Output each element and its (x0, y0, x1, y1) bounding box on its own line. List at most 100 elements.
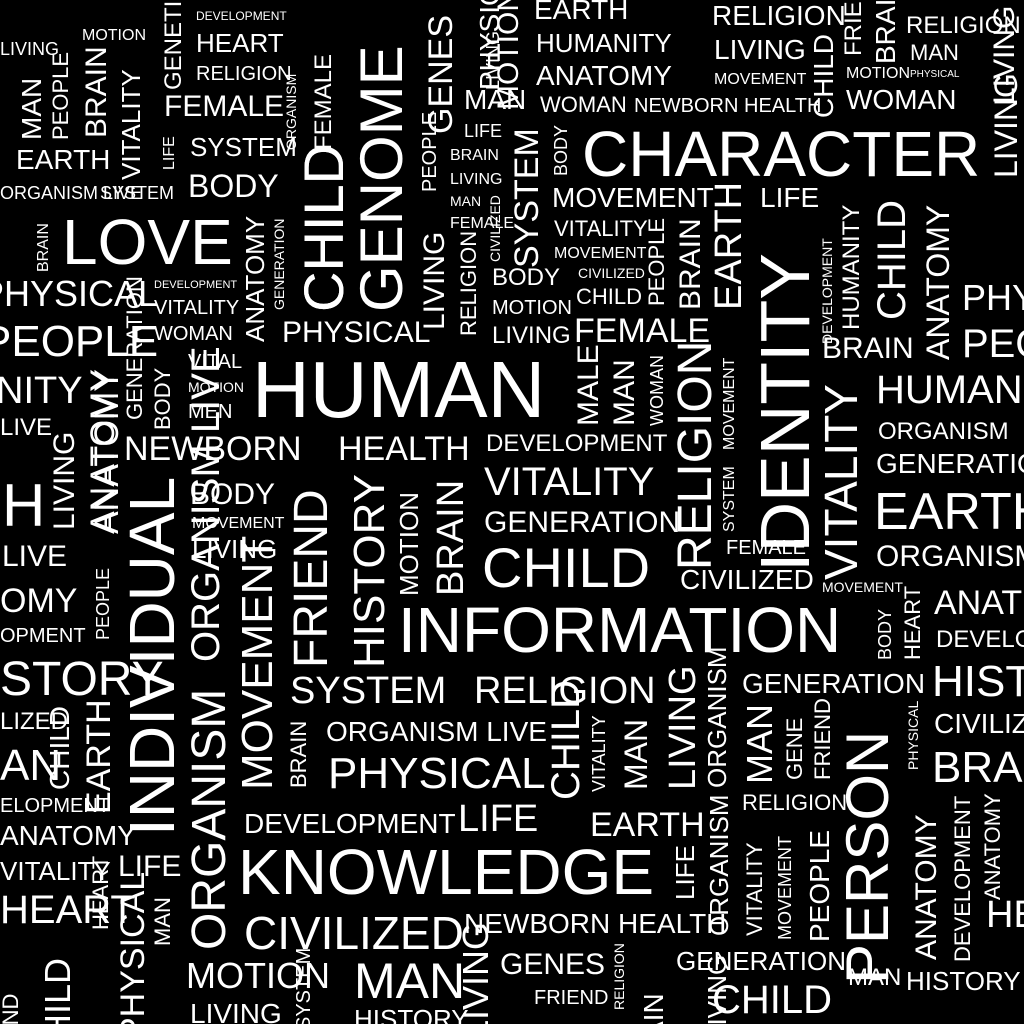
word-living-2: LIVING (192, 534, 278, 564)
word-man-bottom: MAN (354, 953, 466, 1009)
word-physical-left: PHYSICAL (0, 273, 159, 314)
word-generation-3: GENERATION (742, 668, 926, 699)
word-anatomy-top: ANATOMY (536, 60, 672, 91)
word-woman-left: WOMAN (154, 323, 233, 345)
word-motion-mid: MOTION (492, 297, 572, 319)
word-child-vertical-top: CHILD (808, 33, 839, 118)
word-living-vertical-left: LIVING (48, 431, 81, 530)
word-person: PERSON (834, 730, 901, 984)
word-man-vertical-mid: MAN (618, 718, 654, 790)
word-brain-vertical-low2: BRAIN (286, 720, 311, 788)
word-religion-topright: RELIGION (906, 12, 1021, 39)
word-system-vertical-mid: SYSTEM (508, 128, 546, 268)
word-omy-left: OMY (0, 582, 78, 620)
word-motion-bottom: MOTION (186, 955, 330, 996)
word-hist-right: HIST (932, 657, 1024, 706)
word-health: HEALTH (338, 430, 470, 468)
word-man-top: MAN (910, 40, 959, 65)
word-organism-live-left: ORGANISM LIVE (0, 183, 143, 203)
word-anat-right: ANAT (934, 584, 1023, 622)
word-child-bottom: CHILD (712, 978, 833, 1022)
word-civiliz-right: CIVILIZ (934, 708, 1024, 739)
word-life-vertical-top-left: LIFE (161, 136, 178, 170)
word-vitality: VITALITY (484, 460, 655, 504)
word-religion-top3: RELIGION (196, 63, 292, 85)
word-people-vertical-mid: PEOPLE (419, 111, 441, 192)
word-body-vertical-left: BODY (150, 367, 175, 430)
word-earth: EARTH (590, 806, 705, 844)
word-brain-top: BRAIN (450, 147, 499, 164)
word-brain-vertical-top-left: BRAIN (80, 46, 113, 138)
word-phy-right: PHY (962, 277, 1024, 318)
word-genes-vertical-right: GENE (782, 717, 807, 780)
word-physical-vertical-right: PHYSICAL (905, 700, 921, 770)
word-development-vertical-right: DEVELOPMENT (950, 795, 975, 962)
word-movement-top: MOVEMENT (552, 182, 714, 213)
word-living-top: LIVING (714, 34, 806, 65)
word-story-left: STORY (0, 653, 164, 706)
word-male-vertical: MALE (572, 344, 605, 426)
word-vitality-vertical-right2: VITALITY (742, 842, 767, 936)
word-heart-vertical-lowleft: HEART (88, 855, 113, 930)
word-system-vertical: SYSTEM (721, 466, 738, 532)
word-living-vertical-top: LIVING (483, 30, 503, 90)
word-people-vertical: PEOPLE (644, 217, 669, 306)
word-man-vertical-lowleft: MAN (150, 897, 175, 946)
word-movement-3: MOVEMENT (192, 515, 285, 532)
word-system: SYSTEM (290, 670, 447, 712)
word-man-top3: MAN (450, 193, 482, 209)
word-living-top2: LIVING (450, 171, 503, 188)
word-child-vertical-right: CHILD (870, 199, 914, 320)
word-brain-vertical: BRAIN (430, 479, 472, 596)
word-female-2: FEMALE (726, 537, 807, 559)
word-motion-left: MOTION (188, 379, 244, 395)
word-earth-vertical-left: EARTH (80, 699, 118, 814)
word-newborn-health: NEWBORN HEALTH (464, 908, 727, 939)
word-civilized-small: CIVILIZED (578, 265, 645, 281)
word-develop-right: DEVELOP (936, 626, 1024, 653)
word-man-top2: MAN (464, 84, 527, 115)
word-movement-vertical-right: MOVEMENT (775, 835, 795, 940)
word-organism-vertical-right: ORGANISM (704, 794, 734, 936)
word-genes-vertical-top-left: GENETIC (160, 0, 187, 90)
word-child-vertical-mid: CHILD (292, 143, 355, 312)
word-heart-top: HEART (196, 28, 284, 58)
word-religion: RELIGION (474, 670, 656, 712)
word-system-vertical-low: SYSTEM (293, 947, 315, 1024)
word-life-top2: LIFE (464, 121, 503, 141)
word-body-mid: BODY (492, 264, 561, 291)
word-life-left: LIFE (118, 850, 182, 883)
word-human-right: HUMAN (876, 368, 1023, 412)
word-body-vertical-mid: BODY (551, 124, 571, 176)
word-civilized-vertical-mid: CIVILIZED (487, 195, 503, 262)
word-living-bottom: LIVING (190, 998, 282, 1024)
word-heart-vertical-right: HEART (900, 585, 925, 660)
word-elopment-left: ELOPMENT (0, 795, 111, 817)
word-religion-2: RELIGION (742, 790, 848, 815)
word-earth-top: EARTH (534, 0, 629, 25)
word-vitality-left2: VITALITY (0, 856, 111, 886)
word-anatomy-vertical-mid: ANATOMY (240, 215, 270, 342)
word-movement: MOVEMENT (233, 535, 282, 790)
word-character: CHARACTER (582, 118, 981, 190)
word-vitality-vertical-top-left: VITALITY (116, 69, 146, 180)
word-woman-top: WOMAN (846, 84, 957, 115)
word-humanity-vertical: HUMANITY (838, 204, 865, 330)
word-earth-left: EARTH (16, 144, 111, 175)
word-men-left: MEN (188, 401, 233, 423)
word-genes: GENES (500, 948, 606, 981)
word-organism: ORGANISM (183, 688, 236, 950)
word-an-left: AN (0, 741, 62, 790)
word-anatomy-vertical-br: ANATOMY (980, 793, 1005, 900)
word-physical-vertical-lowleft: PHYSICAL (114, 871, 152, 1024)
word-female-top: FEMALE (450, 215, 515, 232)
word-earth-right: EARTH (874, 483, 1024, 541)
word-live-left: LIVE (0, 414, 53, 441)
word-newborn: NEWBORN (124, 430, 302, 468)
word-body: BODY (190, 478, 276, 511)
word-development-vertical: DEVELOPMENT (819, 238, 835, 344)
word-love: LOVE (62, 206, 233, 278)
word-organism-vertical-top: ORGANISM (283, 73, 299, 150)
word-knowledge: KNOWLEDGE (238, 836, 655, 908)
